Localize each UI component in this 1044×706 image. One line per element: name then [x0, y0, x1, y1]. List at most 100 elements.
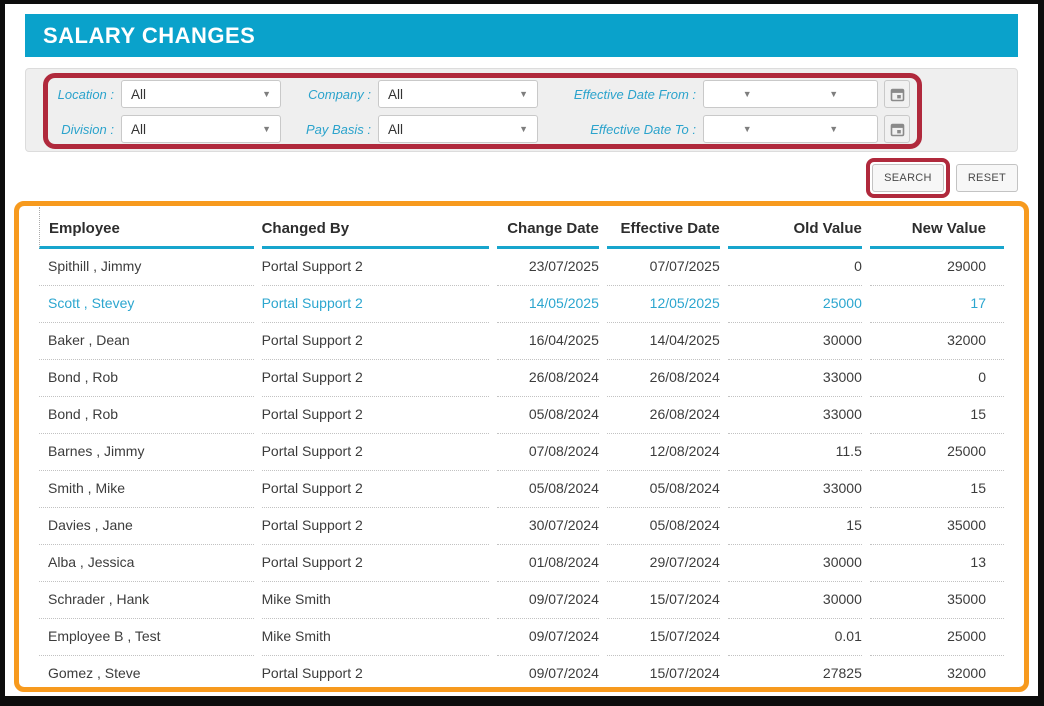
old-value-cell: 30000	[727, 582, 862, 619]
employee-cell: Bond , Rob	[39, 360, 254, 397]
effective-date-cell: 05/08/2024	[606, 471, 720, 508]
employee-cell: Smith , Mike	[39, 471, 254, 508]
change-date-cell: 05/08/2024	[497, 471, 599, 508]
new-value-cell: 25000	[869, 619, 1004, 656]
filter-row-2: Division : All ▼ Pay Basis : All ▼ Effec…	[26, 115, 1017, 143]
table-row[interactable]: Bond , Rob Portal Support 2 26/08/2024 2…	[39, 360, 1004, 397]
changed-by-cell: Portal Support 2	[261, 545, 490, 582]
page-title: SALARY CHANGES	[43, 22, 256, 48]
changed-by-cell: Portal Support 2	[261, 397, 490, 434]
results-table-container: Employee Changed By Change Date Effectiv…	[14, 201, 1029, 692]
chevron-down-icon: ▼	[829, 88, 839, 99]
old-value-cell: 33000	[727, 397, 862, 434]
column-header-new-value[interactable]: New Value	[869, 207, 1004, 249]
new-value-cell: 13	[869, 545, 1004, 582]
effective-date-cell: 14/04/2025	[606, 323, 720, 360]
effective-date-cell: 07/07/2025	[606, 249, 720, 286]
effective-date-to-picker[interactable]: ▼ ▼	[703, 115, 878, 143]
new-value-cell: 35000	[869, 508, 1004, 545]
table-row[interactable]: Bond , Rob Portal Support 2 05/08/2024 2…	[39, 397, 1004, 434]
effective-date-cell: 15/07/2024	[606, 619, 720, 656]
reset-button[interactable]: RESET	[955, 164, 1018, 192]
chevron-down-icon: ▼	[829, 123, 839, 134]
change-date-cell: 01/08/2024	[497, 545, 599, 582]
employee-cell: Alba , Jessica	[39, 545, 254, 582]
chevron-down-icon: ▼	[519, 123, 528, 134]
old-value-cell: 0	[727, 249, 862, 286]
table-row[interactable]: Davies , Jane Portal Support 2 30/07/202…	[39, 508, 1004, 545]
table-row[interactable]: Smith , Mike Portal Support 2 05/08/2024…	[39, 471, 1004, 508]
effective-date-from-calendar-button[interactable]	[884, 80, 910, 108]
changed-by-cell: Portal Support 2	[261, 323, 490, 360]
location-select-value: All	[131, 86, 147, 102]
chevron-down-icon: ▼	[519, 88, 528, 99]
changed-by-cell: Mike Smith	[261, 619, 490, 656]
location-select[interactable]: All ▼	[121, 80, 281, 108]
calendar-icon	[890, 88, 904, 101]
change-date-cell: 14/05/2025	[497, 286, 599, 323]
effective-date-cell: 12/05/2025	[606, 286, 720, 323]
column-header-changed-by[interactable]: Changed By	[261, 207, 490, 249]
employee-cell: Davies , Jane	[39, 508, 254, 545]
table-row[interactable]: Employee B , Test Mike Smith 09/07/2024 …	[39, 619, 1004, 656]
change-date-cell: 16/04/2025	[497, 323, 599, 360]
changed-by-cell: Portal Support 2	[261, 360, 490, 397]
table-row[interactable]: Scott , Stevey Portal Support 2 14/05/20…	[39, 286, 1004, 323]
change-date-cell: 30/07/2024	[497, 508, 599, 545]
changed-by-cell: Portal Support 2	[261, 508, 490, 545]
pay-basis-select-value: All	[388, 121, 404, 137]
division-select-value: All	[131, 121, 147, 137]
effective-date-cell: 26/08/2024	[606, 360, 720, 397]
employee-cell: Scott , Stevey	[39, 286, 254, 323]
table-row[interactable]: Schrader , Hank Mike Smith 09/07/2024 15…	[39, 582, 1004, 619]
effective-date-cell: 26/08/2024	[606, 397, 720, 434]
company-select[interactable]: All ▼	[378, 80, 538, 108]
old-value-cell: 33000	[727, 471, 862, 508]
column-header-effective-date[interactable]: Effective Date	[606, 207, 720, 249]
table-row[interactable]: Gomez , Steve Portal Support 2 09/07/202…	[39, 656, 1004, 687]
pay-basis-label: Pay Basis :	[305, 121, 371, 137]
changed-by-cell: Portal Support 2	[261, 471, 490, 508]
new-value-cell: 29000	[869, 249, 1004, 286]
chevron-down-icon: ▼	[742, 88, 752, 99]
search-button[interactable]: SEARCH	[872, 164, 944, 192]
employee-cell: Schrader , Hank	[39, 582, 254, 619]
new-value-cell: 17	[869, 286, 1004, 323]
changed-by-cell: Mike Smith	[261, 582, 490, 619]
employee-cell: Bond , Rob	[39, 397, 254, 434]
change-date-cell: 26/08/2024	[497, 360, 599, 397]
old-value-cell: 30000	[727, 323, 862, 360]
column-header-employee[interactable]: Employee	[39, 207, 254, 249]
location-label: Location :	[57, 86, 114, 102]
effective-date-from-picker[interactable]: ▼ ▼	[703, 80, 878, 108]
change-date-cell: 07/08/2024	[497, 434, 599, 471]
effective-date-cell: 12/08/2024	[606, 434, 720, 471]
effective-date-to-calendar-button[interactable]	[884, 115, 910, 143]
pay-basis-select[interactable]: All ▼	[378, 115, 538, 143]
table-header: Employee Changed By Change Date Effectiv…	[39, 207, 1004, 249]
salary-changes-table: Employee Changed By Change Date Effectiv…	[31, 207, 1012, 687]
effective-date-from-label: Effective Date From :	[573, 86, 696, 102]
employee-cell: Baker , Dean	[39, 323, 254, 360]
table-row[interactable]: Barnes , Jimmy Portal Support 2 07/08/20…	[39, 434, 1004, 471]
changed-by-cell: Portal Support 2	[261, 434, 490, 471]
calendar-icon	[890, 123, 904, 136]
annotation-search-highlight: SEARCH	[866, 158, 950, 198]
old-value-cell: 25000	[727, 286, 862, 323]
old-value-cell: 0.01	[727, 619, 862, 656]
column-header-old-value[interactable]: Old Value	[727, 207, 862, 249]
old-value-cell: 33000	[727, 360, 862, 397]
column-header-change-date[interactable]: Change Date	[497, 207, 599, 249]
change-date-cell: 09/07/2024	[528, 665, 599, 681]
salary-changes-page: SALARY CHANGES Location : All ▼ Company …	[5, 4, 1038, 696]
division-select[interactable]: All ▼	[121, 115, 281, 143]
table-row[interactable]: Spithill , Jimmy Portal Support 2 23/07/…	[39, 249, 1004, 286]
changed-by-cell: Portal Support 2	[261, 286, 490, 323]
table-row[interactable]: Alba , Jessica Portal Support 2 01/08/20…	[39, 545, 1004, 582]
company-label: Company :	[308, 86, 371, 102]
employee-cell: Barnes , Jimmy	[39, 434, 254, 471]
table-row[interactable]: Baker , Dean Portal Support 2 16/04/2025…	[39, 323, 1004, 360]
effective-date-cell: 15/07/2024	[606, 582, 720, 619]
filter-row-1: Location : All ▼ Company : All ▼ Effecti…	[26, 80, 1017, 108]
actions-bar: SEARCH RESET	[25, 158, 1018, 198]
